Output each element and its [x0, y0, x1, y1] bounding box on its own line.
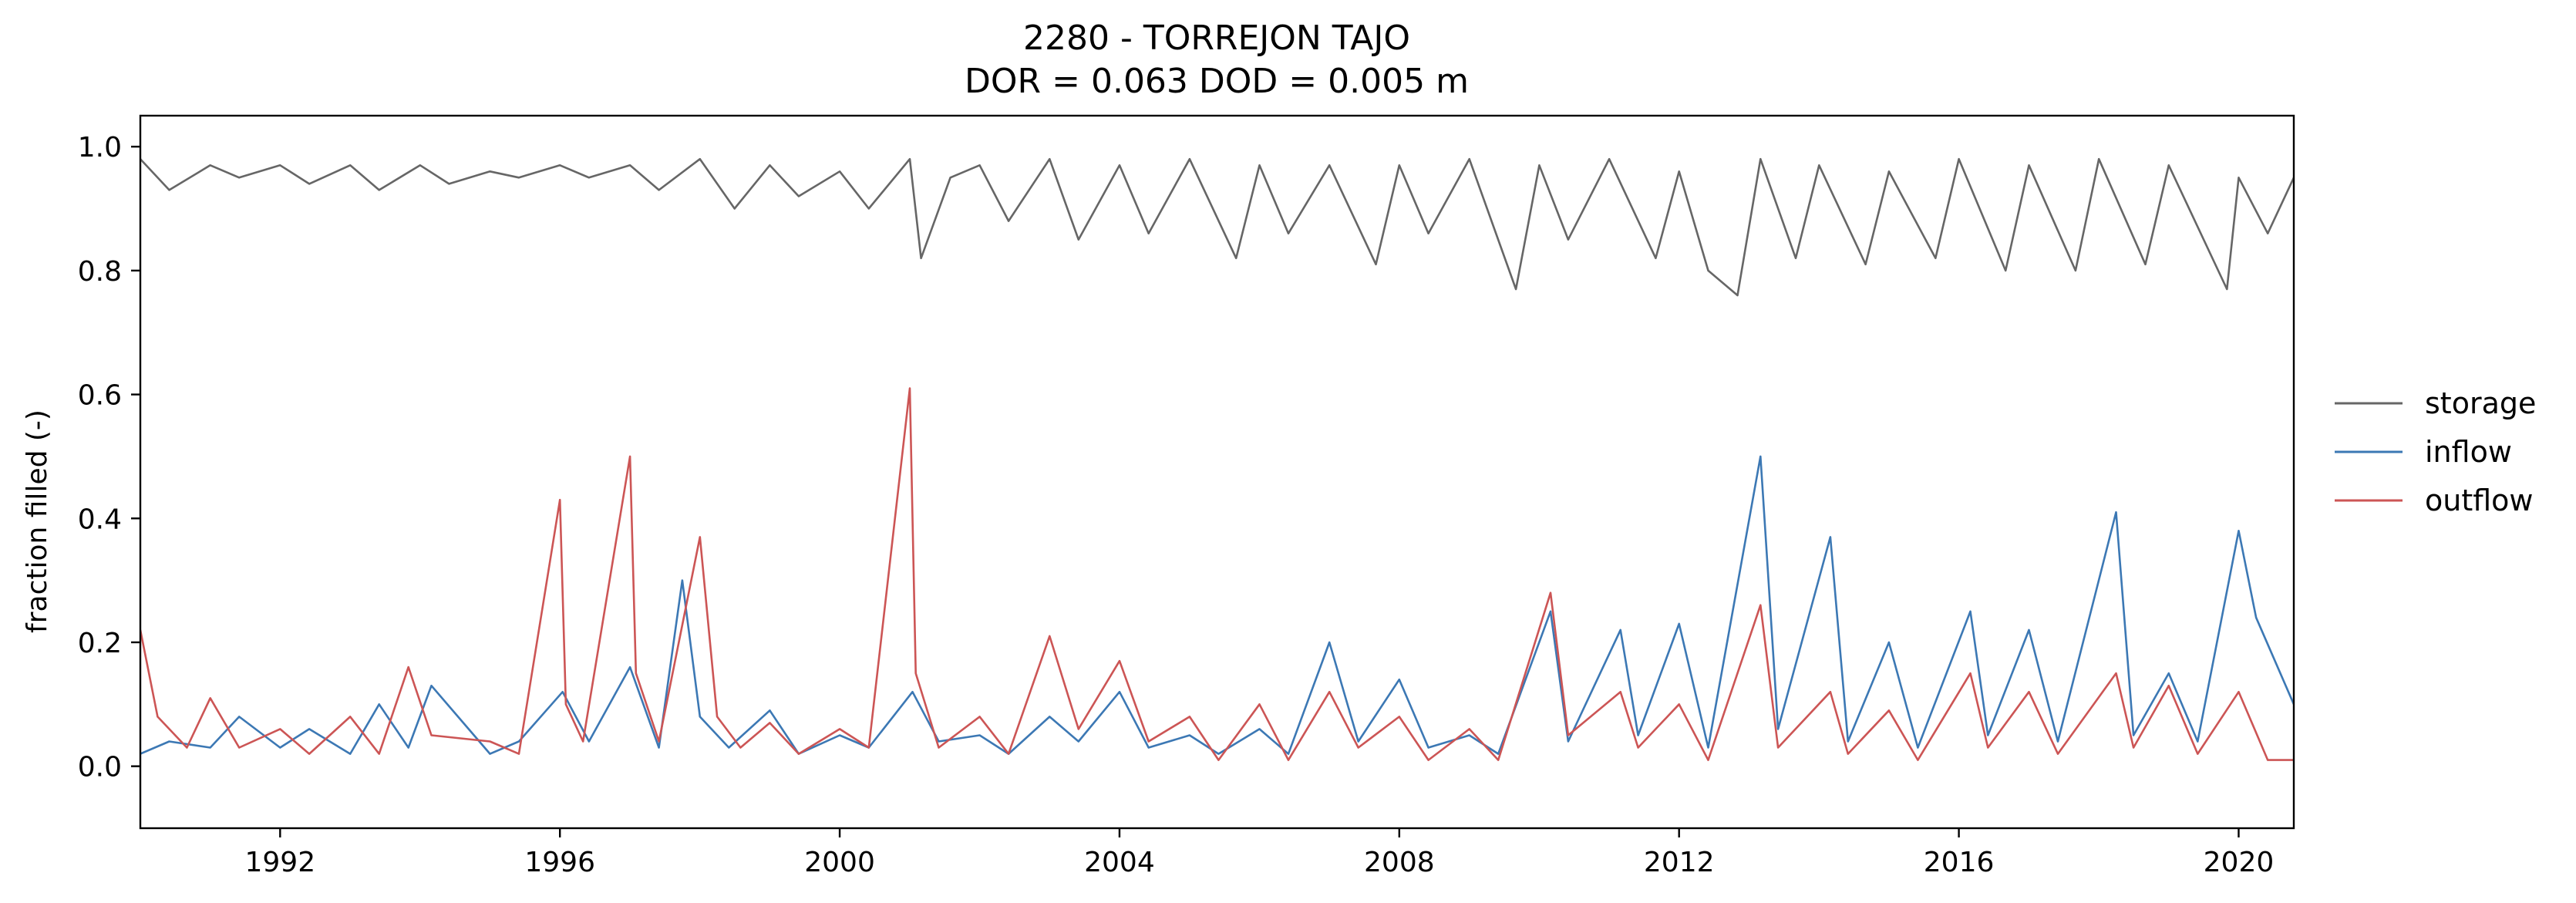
chart-subtitle: DOR = 0.063 DOD = 0.005 m	[965, 62, 1469, 101]
x-tick-label-2008: 2008	[1364, 847, 1435, 878]
y-axis-label: fraction filled (-)	[22, 409, 53, 633]
y-tick-label-1.0: 1.0	[78, 132, 122, 163]
series-line-storage	[140, 157, 2294, 297]
y-tick-label-0.6: 0.6	[78, 380, 122, 412]
legend-label-inflow: inflow	[2425, 435, 2512, 469]
x-tick-label-2016: 2016	[1924, 847, 1995, 878]
chart-title: 2280 - TORREJON TAJO	[1023, 19, 1410, 58]
legend-label-outflow: outflow	[2425, 484, 2534, 517]
series-line-outflow	[140, 387, 2294, 761]
x-tick-label-1992: 1992	[245, 847, 316, 878]
axes: 1992 1996 2000 2004 2008 2012 2016 2020 0.0 0.2 0.…	[78, 114, 2295, 878]
y-tick-label-0.0: 0.0	[78, 752, 122, 783]
legend: storage inflow outflow	[2335, 386, 2536, 517]
y-tick-label-0.8: 0.8	[78, 256, 122, 288]
y-tick-label-0.4: 0.4	[78, 504, 122, 535]
x-tick-label-2000: 2000	[804, 847, 875, 878]
plot-area	[140, 157, 2294, 761]
series-line-inflow	[140, 455, 2294, 755]
x-tick-label-2012: 2012	[1644, 847, 1715, 878]
x-tick-label-2004: 2004	[1084, 847, 1155, 878]
x-tick-label-1996: 1996	[524, 847, 595, 878]
y-tick-label-0.2: 0.2	[78, 628, 122, 659]
legend-label-storage: storage	[2425, 386, 2536, 420]
plot-frame	[139, 114, 2295, 830]
x-tick-label-2020: 2020	[2204, 847, 2275, 878]
